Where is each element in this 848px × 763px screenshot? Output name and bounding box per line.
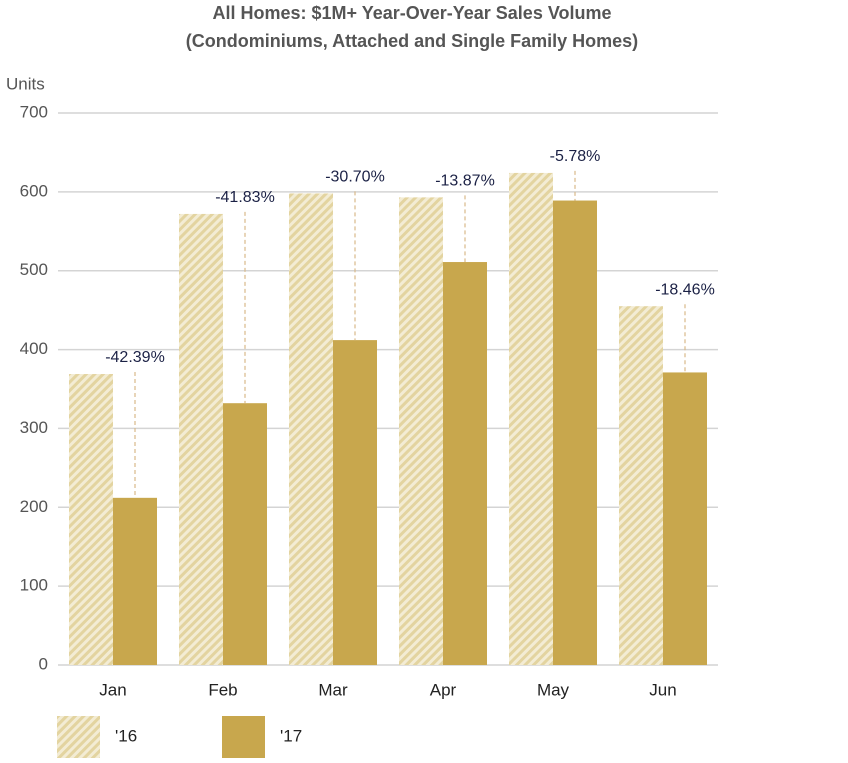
annotation: -41.83% bbox=[215, 189, 275, 206]
annotation: -18.46% bbox=[655, 281, 715, 298]
x-tick-label: Mar bbox=[318, 680, 348, 699]
bar bbox=[553, 200, 597, 665]
y-tick-label: 100 bbox=[20, 576, 48, 595]
bar bbox=[619, 306, 663, 665]
bar bbox=[179, 213, 223, 666]
y-tick-label: 300 bbox=[20, 418, 48, 437]
x-tick-label: May bbox=[537, 680, 570, 699]
legend-label: '17 bbox=[280, 726, 302, 745]
y-tick-label: 0 bbox=[39, 654, 48, 673]
annotation: -30.70% bbox=[325, 169, 385, 186]
bar bbox=[223, 403, 267, 665]
annotation: -42.39% bbox=[105, 349, 165, 366]
legend-label: '16 bbox=[115, 726, 137, 745]
legend-swatch bbox=[57, 716, 100, 758]
x-tick-label: Jan bbox=[99, 680, 126, 699]
x-tick-label: Jun bbox=[649, 680, 676, 699]
chart-subtitle: (Condominiums, Attached and Single Famil… bbox=[186, 31, 638, 51]
legend-swatch bbox=[222, 716, 265, 758]
bar bbox=[399, 197, 443, 665]
bar bbox=[333, 340, 377, 665]
x-tick-label: Feb bbox=[208, 680, 237, 699]
annotation: -13.87% bbox=[435, 173, 495, 190]
y-tick-label: 200 bbox=[20, 497, 48, 516]
bar bbox=[113, 497, 157, 665]
x-tick-label: Apr bbox=[430, 680, 457, 699]
bar bbox=[509, 172, 553, 665]
chart-title: All Homes: $1M+ Year-Over-Year Sales Vol… bbox=[212, 3, 611, 23]
y-axis-label: Units bbox=[6, 74, 45, 93]
annotation: -5.78% bbox=[550, 148, 601, 165]
bar bbox=[289, 193, 333, 666]
bar bbox=[663, 372, 707, 665]
y-tick-label: 400 bbox=[20, 339, 48, 358]
y-tick-label: 500 bbox=[20, 260, 48, 279]
bar bbox=[69, 374, 113, 665]
y-tick-label: 600 bbox=[20, 181, 48, 200]
bar bbox=[443, 262, 487, 665]
y-tick-label: 700 bbox=[20, 102, 48, 121]
